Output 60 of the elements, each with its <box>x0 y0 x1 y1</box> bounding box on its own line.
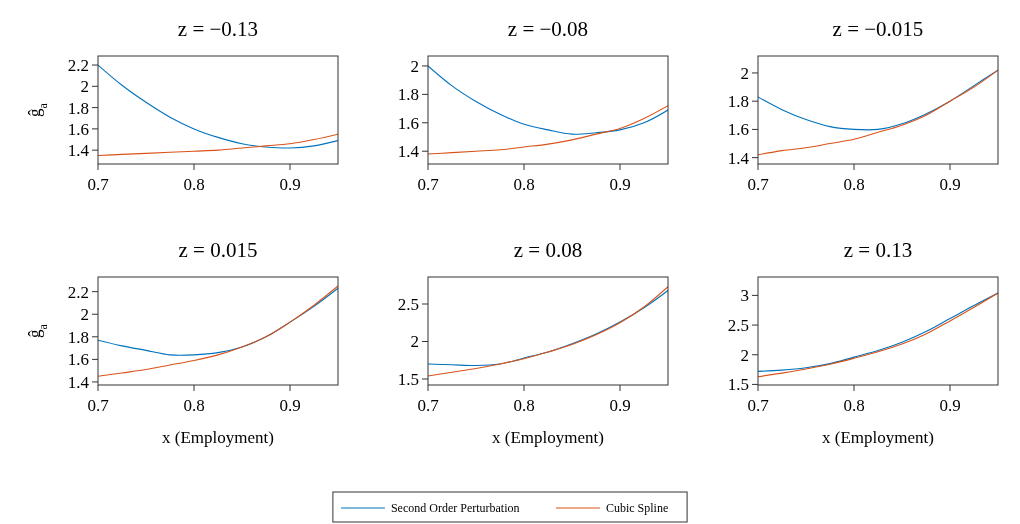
x-tick-label: 0.9 <box>279 396 301 415</box>
y-tick-label: 1.8 <box>67 327 89 347</box>
x-axis-title: x (Employment) <box>162 428 274 447</box>
x-tick-label: 0.8 <box>843 175 865 194</box>
x-tick-label: 0.8 <box>843 396 865 415</box>
y-tick-label: 1.8 <box>397 85 419 105</box>
y-tick-label: 1.8 <box>727 92 749 112</box>
y-tick-label: 1.6 <box>727 120 749 140</box>
x-tick-label: 0.8 <box>183 396 205 415</box>
y-tick-label: 2 <box>410 56 419 76</box>
legend-label: Cubic Spline <box>605 501 669 516</box>
chart-title: z = 0.13 <box>843 238 913 262</box>
x-tick-label: 0.8 <box>513 396 535 415</box>
y-tick-label: 1.6 <box>67 119 89 139</box>
x-tick-label: 0.7 <box>87 175 110 194</box>
y-tick-label: 1.4 <box>67 141 90 161</box>
y-tick-label: 1.8 <box>67 98 89 118</box>
y-tick-label: 2.2 <box>67 55 89 75</box>
y-tick-label: 1.6 <box>397 113 419 133</box>
y-tick-label: 2.5 <box>727 316 749 336</box>
x-tick-label: 0.7 <box>87 396 110 415</box>
y-tick-label: 1.5 <box>727 375 749 395</box>
x-tick-label: 0.9 <box>279 175 301 194</box>
x-tick-label: 0.7 <box>417 396 440 415</box>
chart-title: z = −0.13 <box>177 17 259 41</box>
y-tick-label: 3 <box>740 286 749 306</box>
line-series <box>428 105 668 155</box>
x-axis-title: x (Employment) <box>492 428 604 447</box>
y-tick-label: 2 <box>410 332 419 352</box>
chart-title: z = 0.015 <box>178 238 258 262</box>
x-tick-label: 0.7 <box>417 175 440 194</box>
y-tick-label: 2 <box>80 305 89 325</box>
line-series <box>758 69 998 156</box>
y-tick-label: 1.4 <box>727 148 750 168</box>
y-tick-label: 1.6 <box>67 350 89 370</box>
x-tick-label: 0.9 <box>939 396 961 415</box>
x-tick-label: 0.7 <box>747 396 770 415</box>
y-tick-label: 2.2 <box>67 282 89 302</box>
legend-label: Second Order Perturbation <box>390 501 520 516</box>
chart-title: z = 0.08 <box>513 238 583 262</box>
line-series <box>98 285 338 377</box>
y-tick-label: 2 <box>740 345 749 365</box>
x-tick-label: 0.9 <box>609 396 631 415</box>
x-tick-label: 0.9 <box>939 175 961 194</box>
line-series <box>98 133 338 157</box>
chart-title: z = −0.08 <box>507 17 589 41</box>
y-tick-label: 2 <box>80 77 89 97</box>
y-tick-label: 1.4 <box>397 142 420 162</box>
x-tick-label: 0.8 <box>513 175 535 194</box>
y-tick-label: 2 <box>740 63 749 83</box>
line-series <box>428 65 668 135</box>
y-tick-label: 2.5 <box>397 294 419 314</box>
x-tick-label: 0.8 <box>183 175 205 194</box>
chart-title: z = −0.015 <box>832 17 924 41</box>
x-tick-label: 0.7 <box>747 175 770 194</box>
y-tick-label: 1.5 <box>397 369 419 389</box>
x-tick-label: 0.9 <box>609 175 631 194</box>
line-series <box>98 64 338 149</box>
y-tick-label: 1.4 <box>67 372 90 392</box>
x-axis-title: x (Employment) <box>822 428 934 447</box>
